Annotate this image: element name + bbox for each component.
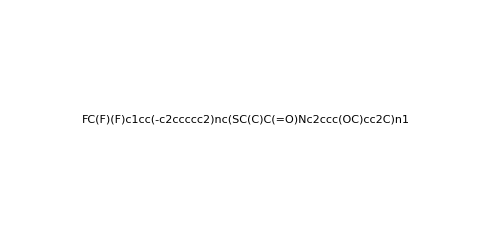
- Text: FC(F)(F)c1cc(-c2ccccc2)nc(SC(C)C(=O)Nc2ccc(OC)cc2C)n1: FC(F)(F)c1cc(-c2ccccc2)nc(SC(C)C(=O)Nc2c…: [82, 114, 410, 124]
